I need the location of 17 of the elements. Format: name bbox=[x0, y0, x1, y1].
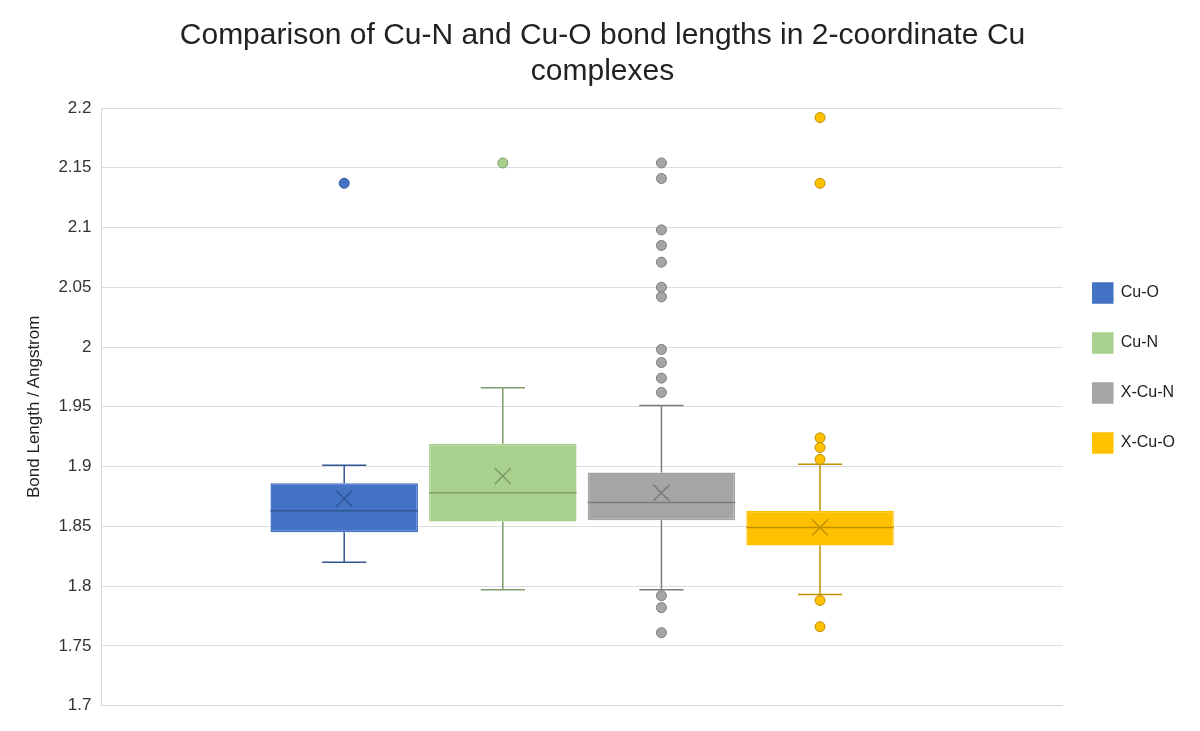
legend-label: Cu-O bbox=[1120, 283, 1160, 301]
chart-title: Comparison of Cu-N and Cu-O bond lengths in 2-coordinate Cu complexes bbox=[179, 17, 1026, 87]
y-tick-label: 1.8 bbox=[67, 575, 92, 595]
legend-label: X-Cu-O bbox=[1120, 433, 1176, 451]
y-tick-label: 1.75 bbox=[58, 635, 92, 655]
y-tick-label: 2.1 bbox=[67, 217, 92, 237]
y-tick-label: 2.2 bbox=[67, 97, 92, 117]
legend-label: Cu-N bbox=[1120, 333, 1159, 351]
y-tick-label: 1.95 bbox=[58, 396, 92, 416]
y-tick-label: 1.85 bbox=[58, 516, 92, 536]
y-tick-label: 2.15 bbox=[58, 157, 92, 177]
y-tick-label: 1.7 bbox=[67, 695, 92, 715]
y-axis-title: Bond Length / Angstrom bbox=[23, 315, 43, 498]
y-tick-label: 2 bbox=[82, 336, 92, 356]
legend-label: X-Cu-N bbox=[1120, 383, 1175, 401]
y-tick-label: 2.05 bbox=[58, 276, 92, 296]
y-tick-label: 1.9 bbox=[67, 456, 92, 476]
